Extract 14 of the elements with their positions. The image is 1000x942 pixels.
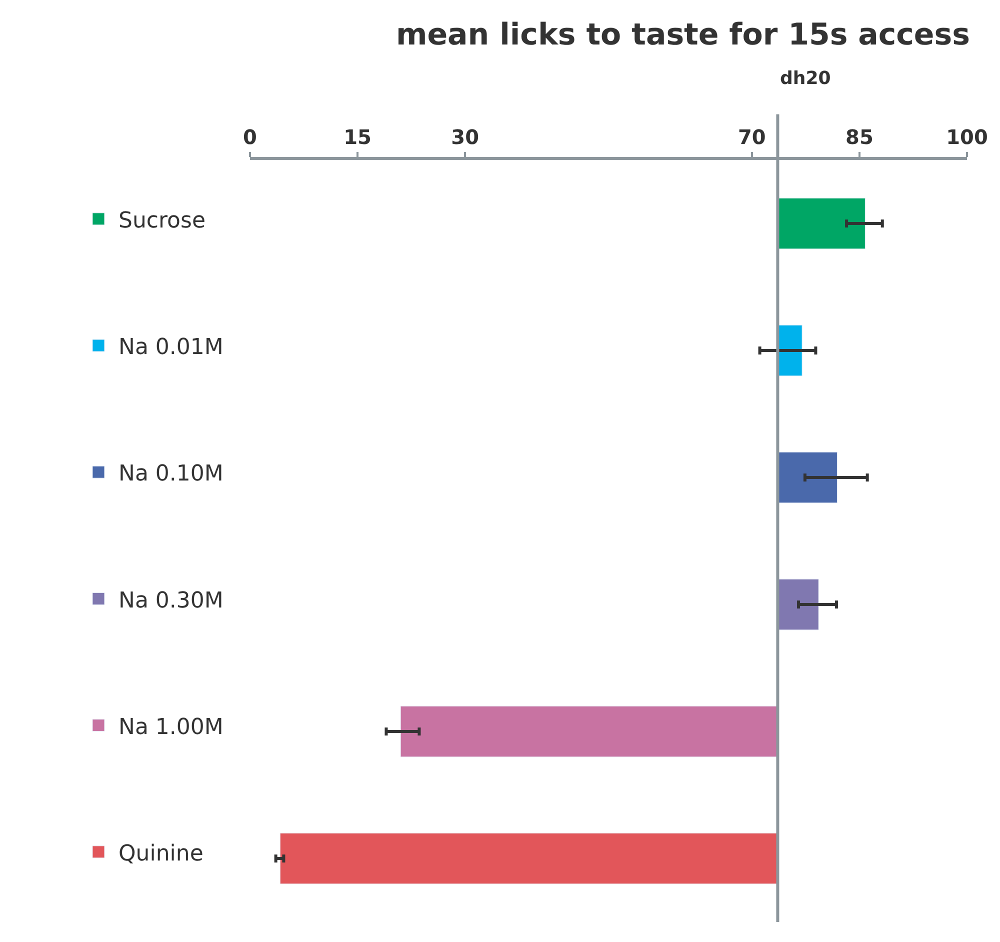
- x-tick-label: 0: [243, 125, 257, 149]
- legend-label: Na 1.00M: [118, 714, 224, 740]
- legend-label: Na 0.10M: [118, 462, 224, 487]
- x-tick-label: 100: [946, 125, 988, 149]
- x-tick-label: 15: [344, 125, 372, 149]
- legend-label: Na 0.30M: [118, 588, 224, 614]
- legend-label: Sucrose: [118, 208, 206, 234]
- legend-label: Na 0.01M: [118, 335, 224, 360]
- chart-title: mean licks to taste for 15s access: [396, 18, 970, 53]
- legend-label: Quinine: [118, 841, 204, 866]
- x-tick-label: 30: [451, 125, 480, 149]
- x-tick-label: 85: [846, 125, 874, 149]
- ref-line-label: dh20: [780, 68, 831, 89]
- x-tick-label: 70: [738, 125, 766, 149]
